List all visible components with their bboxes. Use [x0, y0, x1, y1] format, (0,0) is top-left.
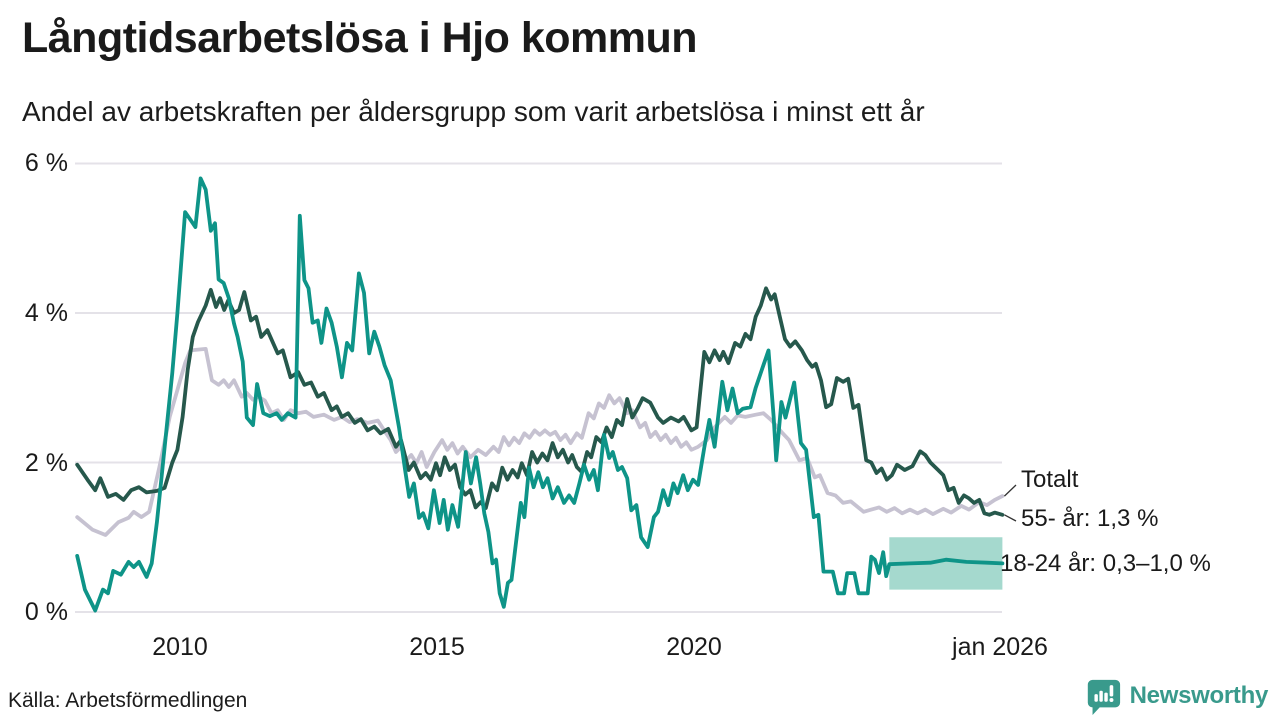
chart-title: Långtidsarbetslösa i Hjo kommun — [22, 14, 698, 62]
series-line-55-r — [75, 286, 1005, 517]
series-end-label-18-24: 18-24 år: 0,3–1,0 % — [1000, 550, 1211, 577]
label-connector — [1004, 514, 1017, 522]
series-end-label-totalt: Totalt — [1021, 466, 1079, 493]
x-tick-2010: 2010 — [152, 633, 208, 661]
y-tick-0: 0 % — [24, 598, 68, 626]
x-tick-2015: 2015 — [409, 633, 465, 661]
branding: Newsworthy — [1084, 677, 1268, 715]
uncertainty-band — [889, 537, 1003, 590]
x-tick-jan-2026: jan 2026 — [952, 633, 1048, 661]
speech-bubble-shape — [1087, 679, 1120, 715]
y-tick-2: 2 % — [24, 449, 68, 477]
chart-subtitle: Andel av arbetskraften per åldersgrupp s… — [22, 96, 925, 127]
y-tick-4: 4 % — [24, 299, 68, 327]
series-end-label-55: 55- år: 1,3 % — [1021, 505, 1159, 532]
label-connector — [1003, 484, 1017, 497]
y-tick-6: 6 % — [24, 149, 68, 177]
newsworthy-logo-icon — [1087, 679, 1120, 715]
x-tick-2020: 2020 — [666, 633, 722, 661]
series-line-18-24-r — [75, 176, 1005, 613]
source-note: Källa: Arbetsförmedlingen — [8, 689, 248, 712]
newsworthy-logo-text: Newsworthy — [1129, 682, 1269, 709]
